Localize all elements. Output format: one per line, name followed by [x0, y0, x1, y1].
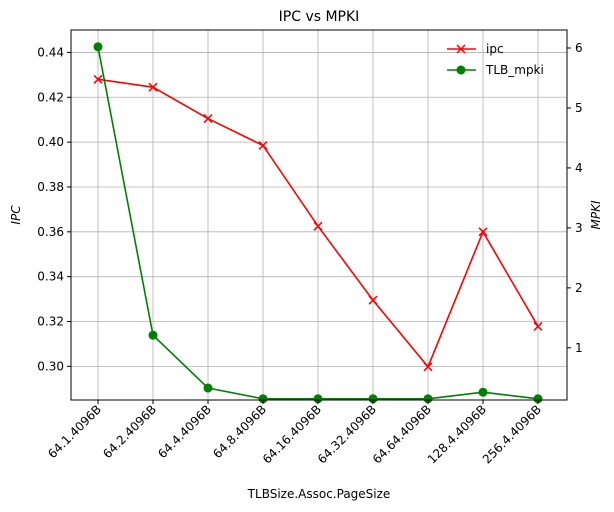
legend-label-ipc: ipc	[486, 42, 504, 56]
data-point-ipc	[313, 221, 323, 231]
data-point-ipc	[148, 82, 158, 92]
data-point-tlb-mpki	[258, 394, 268, 404]
y-right-tick-label: 2	[575, 281, 583, 295]
y-left-tick-label: 0.36	[37, 225, 64, 239]
series-layer	[93, 42, 543, 404]
y-axis-right-label: MPKI	[589, 200, 603, 229]
legend-marker-tlb-mpki-icon	[456, 65, 466, 75]
data-point-ipc	[533, 321, 543, 331]
chart-title: IPC vs MPKI	[279, 9, 360, 25]
x-axis-label: TLBSize.Assoc.PageSize	[247, 487, 391, 501]
y-left-tick-label: 0.32	[37, 315, 64, 329]
y-left-tick-label: 0.34	[37, 270, 64, 284]
data-point-ipc	[93, 74, 103, 84]
grid	[71, 30, 567, 400]
y-right-tick-label: 3	[575, 221, 583, 235]
data-point-tlb-mpki	[203, 383, 213, 393]
y-left-tick-label: 0.40	[37, 135, 64, 149]
y-left-tick-label: 0.44	[37, 45, 64, 59]
y-right-tick-label: 6	[575, 41, 583, 55]
y-left-tick-label: 0.42	[37, 90, 64, 104]
data-point-tlb-mpki	[368, 394, 378, 404]
data-point-ipc	[258, 140, 268, 151]
legend-label-tlb-mpki: TLB_mpki	[485, 63, 544, 77]
y-right-tick-label: 5	[575, 101, 583, 115]
legend: ipc TLB_mpki	[447, 42, 544, 77]
legend-marker-ipc-icon	[456, 44, 466, 54]
y-left-tick-label: 0.30	[37, 359, 64, 373]
data-point-ipc	[203, 114, 213, 124]
data-point-tlb-mpki	[533, 394, 543, 404]
data-point-tlb-mpki	[423, 394, 433, 404]
y-axis-left-label: IPC	[9, 205, 23, 225]
data-point-tlb-mpki	[148, 330, 158, 340]
data-point-ipc	[478, 227, 488, 237]
plot-frame	[70, 29, 568, 401]
data-point-tlb-mpki	[93, 42, 103, 52]
data-point-tlb-mpki	[478, 387, 488, 397]
y-left-tick-label: 0.38	[37, 180, 64, 194]
y-right-tick-label: 4	[575, 161, 583, 175]
data-point-ipc	[368, 295, 378, 305]
y-right-tick-label: 1	[575, 341, 583, 355]
data-point-tlb-mpki	[313, 394, 323, 404]
data-point-ipc	[423, 362, 433, 372]
